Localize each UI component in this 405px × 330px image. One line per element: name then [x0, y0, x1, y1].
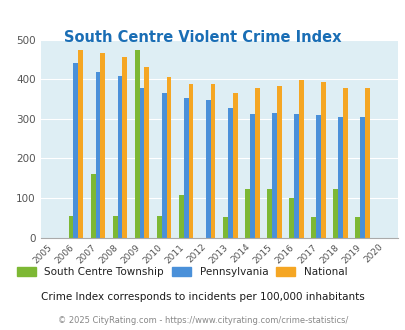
- Bar: [90, 174, 95, 238]
- Bar: [183, 98, 188, 238]
- Bar: [210, 84, 215, 238]
- Bar: [271, 113, 276, 238]
- Bar: [288, 198, 293, 238]
- Text: © 2025 CityRating.com - https://www.cityrating.com/crime-statistics/: © 2025 CityRating.com - https://www.city…: [58, 316, 347, 325]
- Bar: [266, 189, 271, 238]
- Bar: [298, 81, 303, 238]
- Bar: [359, 117, 364, 238]
- Bar: [166, 77, 171, 238]
- Bar: [78, 50, 83, 238]
- Bar: [222, 217, 227, 238]
- Bar: [156, 216, 161, 238]
- Bar: [320, 82, 325, 238]
- Bar: [161, 93, 166, 238]
- Bar: [249, 114, 254, 238]
- Bar: [342, 87, 347, 238]
- Bar: [113, 216, 117, 238]
- Bar: [333, 189, 337, 238]
- Bar: [134, 50, 139, 238]
- Bar: [139, 87, 144, 238]
- Bar: [364, 87, 369, 238]
- Bar: [311, 217, 315, 238]
- Text: South Centre Violent Crime Index: South Centre Violent Crime Index: [64, 30, 341, 45]
- Bar: [179, 195, 183, 238]
- Bar: [95, 72, 100, 238]
- Bar: [144, 67, 149, 238]
- Bar: [245, 189, 249, 238]
- Bar: [73, 63, 78, 238]
- Bar: [315, 115, 320, 238]
- Bar: [205, 100, 210, 238]
- Bar: [188, 84, 193, 238]
- Bar: [354, 217, 359, 238]
- Bar: [293, 114, 298, 238]
- Bar: [117, 76, 122, 238]
- Bar: [232, 93, 237, 238]
- Bar: [254, 88, 259, 238]
- Bar: [68, 216, 73, 238]
- Bar: [337, 117, 342, 238]
- Bar: [276, 86, 281, 238]
- Bar: [227, 108, 232, 238]
- Bar: [100, 53, 105, 238]
- Text: Crime Index corresponds to incidents per 100,000 inhabitants: Crime Index corresponds to incidents per…: [41, 292, 364, 302]
- Bar: [122, 57, 127, 238]
- Legend: South Centre Township, Pennsylvania, National: South Centre Township, Pennsylvania, Nat…: [17, 267, 346, 277]
